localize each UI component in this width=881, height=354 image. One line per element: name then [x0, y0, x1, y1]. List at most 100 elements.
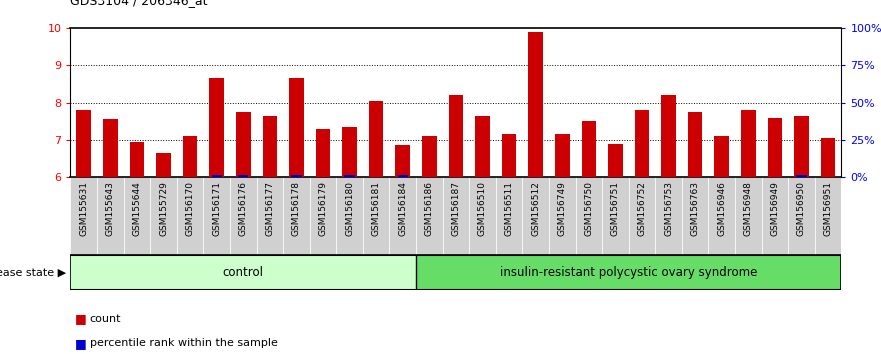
Text: GSM156176: GSM156176: [239, 181, 248, 236]
Text: GSM156510: GSM156510: [478, 181, 487, 236]
Bar: [529, 32, 543, 177]
Bar: [77, 110, 91, 177]
FancyBboxPatch shape: [602, 177, 629, 255]
Bar: [315, 129, 330, 177]
Text: GSM156753: GSM156753: [664, 181, 673, 236]
Bar: [634, 110, 649, 177]
Bar: [714, 136, 729, 177]
FancyBboxPatch shape: [363, 177, 389, 255]
Text: GSM156512: GSM156512: [531, 181, 540, 236]
FancyBboxPatch shape: [708, 177, 735, 255]
Text: GSM156181: GSM156181: [372, 181, 381, 236]
FancyBboxPatch shape: [177, 177, 204, 255]
FancyBboxPatch shape: [70, 255, 416, 290]
Text: GDS3104 / 206346_at: GDS3104 / 206346_at: [70, 0, 208, 7]
Bar: [448, 95, 463, 177]
FancyBboxPatch shape: [389, 177, 416, 255]
FancyBboxPatch shape: [815, 177, 841, 255]
Bar: [555, 134, 569, 177]
Bar: [397, 175, 408, 177]
Text: GSM156171: GSM156171: [212, 181, 221, 236]
FancyBboxPatch shape: [470, 177, 496, 255]
FancyBboxPatch shape: [735, 177, 761, 255]
Text: GSM156187: GSM156187: [451, 181, 461, 236]
FancyBboxPatch shape: [204, 177, 230, 255]
Bar: [344, 175, 355, 177]
Text: GSM156511: GSM156511: [505, 181, 514, 236]
Bar: [263, 116, 278, 177]
Bar: [156, 153, 171, 177]
Text: GSM155644: GSM155644: [132, 181, 142, 236]
FancyBboxPatch shape: [761, 177, 788, 255]
FancyBboxPatch shape: [416, 177, 442, 255]
Text: disease state ▶: disease state ▶: [0, 268, 66, 278]
Bar: [238, 175, 248, 177]
FancyBboxPatch shape: [310, 177, 337, 255]
Text: control: control: [223, 266, 263, 279]
Bar: [608, 144, 623, 177]
Text: GSM156751: GSM156751: [611, 181, 620, 236]
Bar: [292, 175, 301, 177]
Bar: [103, 119, 118, 177]
FancyBboxPatch shape: [283, 177, 310, 255]
Bar: [794, 116, 809, 177]
Text: GSM156186: GSM156186: [425, 181, 433, 236]
Bar: [422, 136, 437, 177]
Text: GSM156950: GSM156950: [797, 181, 806, 236]
FancyBboxPatch shape: [123, 177, 151, 255]
Bar: [662, 95, 676, 177]
Bar: [475, 116, 490, 177]
Bar: [688, 112, 702, 177]
Bar: [502, 134, 516, 177]
FancyBboxPatch shape: [522, 177, 549, 255]
Bar: [211, 175, 222, 177]
Bar: [289, 79, 304, 177]
FancyBboxPatch shape: [256, 177, 283, 255]
Bar: [821, 138, 835, 177]
Text: insulin-resistant polycystic ovary syndrome: insulin-resistant polycystic ovary syndr…: [500, 266, 758, 279]
Bar: [741, 110, 756, 177]
Bar: [369, 101, 383, 177]
Text: GSM156752: GSM156752: [638, 181, 647, 236]
FancyBboxPatch shape: [655, 177, 682, 255]
Text: GSM155631: GSM155631: [79, 181, 88, 236]
Bar: [767, 118, 782, 177]
Text: count: count: [90, 314, 122, 324]
FancyBboxPatch shape: [496, 177, 522, 255]
Text: GSM156170: GSM156170: [186, 181, 195, 236]
FancyBboxPatch shape: [97, 177, 123, 255]
FancyBboxPatch shape: [230, 177, 256, 255]
Text: GSM156951: GSM156951: [824, 181, 833, 236]
Bar: [182, 136, 197, 177]
FancyBboxPatch shape: [337, 177, 363, 255]
FancyBboxPatch shape: [151, 177, 177, 255]
Text: GSM156184: GSM156184: [398, 181, 407, 236]
Bar: [796, 175, 807, 177]
Text: GSM156948: GSM156948: [744, 181, 753, 236]
FancyBboxPatch shape: [70, 177, 97, 255]
Bar: [130, 142, 144, 177]
Text: ■: ■: [75, 312, 86, 325]
Text: GSM156179: GSM156179: [319, 181, 328, 236]
Text: GSM156949: GSM156949: [770, 181, 780, 236]
Bar: [236, 112, 250, 177]
FancyBboxPatch shape: [629, 177, 655, 255]
Text: GSM155643: GSM155643: [106, 181, 115, 236]
Text: percentile rank within the sample: percentile rank within the sample: [90, 338, 278, 348]
Text: GSM156750: GSM156750: [584, 181, 593, 236]
Bar: [210, 79, 224, 177]
FancyBboxPatch shape: [549, 177, 575, 255]
FancyBboxPatch shape: [416, 255, 841, 290]
FancyBboxPatch shape: [442, 177, 470, 255]
Bar: [343, 127, 357, 177]
FancyBboxPatch shape: [682, 177, 708, 255]
FancyBboxPatch shape: [575, 177, 602, 255]
Text: GSM156180: GSM156180: [345, 181, 354, 236]
FancyBboxPatch shape: [788, 177, 815, 255]
Text: ■: ■: [75, 337, 86, 350]
Text: GSM156749: GSM156749: [558, 181, 566, 236]
Bar: [581, 121, 596, 177]
Text: GSM156177: GSM156177: [265, 181, 274, 236]
Text: GSM156763: GSM156763: [691, 181, 700, 236]
Bar: [396, 145, 410, 177]
